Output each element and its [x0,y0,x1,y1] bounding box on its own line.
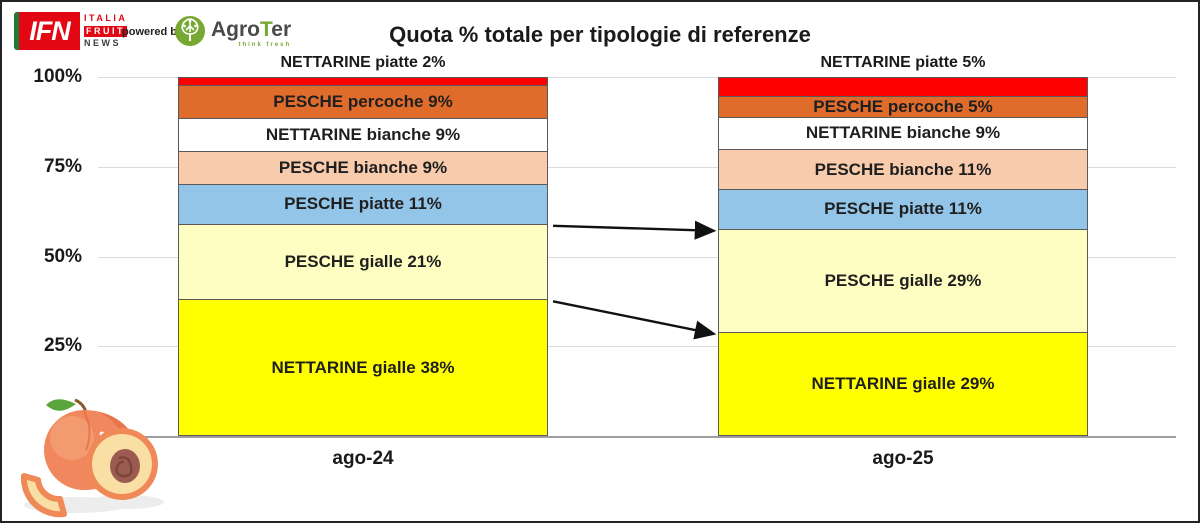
ifn-logo: IFN ITALIA FRUIT NEWS [14,12,128,50]
powered-by-label: powered by [122,26,184,38]
x-axis-line [98,436,1176,438]
agroter-tree-icon [174,15,206,52]
y-axis-tick-label: 25% [43,335,82,357]
gridline [98,166,1176,168]
x-axis-category-label: ago-25 [872,448,934,469]
y-axis-tick-label: 100% [33,66,82,87]
above-bar-label: NETTARINE piatte 2% [280,54,446,71]
bar-segment: NETTARINE gialle 29% [718,331,1088,436]
gridline [98,346,1176,348]
bar-segment: PESCHE percoche 9% [178,85,548,119]
ifn-line-italia: ITALIA [84,13,128,23]
bar-segment: PESCHE gialle 21% [178,223,548,301]
bar-segment: PESCHE piatte 11% [718,189,1088,230]
agroter-name: AgroTer [211,17,292,41]
chart-title: Quota % totale per tipologie di referenz… [389,22,811,47]
agroter-logo: AgroTer think fresh [174,15,291,52]
stacked-bar-ago-24: PESCHE percoche 9% NETTARINE bianche 9% PE… [178,77,548,436]
y-axis-tick-label: 50% [43,245,82,267]
ifn-acronym: IFN [29,15,70,46]
bar-segment [718,77,1088,97]
bar-segment: PESCHE bianche 9% [178,150,548,185]
bar-segment: PESCHE percoche 5% [718,95,1088,118]
bar-segment: PESCHE bianche 11% [718,149,1088,191]
stacked-bar-ago-25: PESCHE percoche 5% NETTARINE bianche 9% PE… [718,77,1088,436]
bar-segment: PESCHE piatte 11% [178,183,548,225]
ifn-line-news: NEWS [84,38,121,48]
peach-illustration-icon [10,390,168,521]
agroter-tagline: think fresh [238,41,292,48]
bar-segment: NETTARINE gialle 38% [178,299,548,436]
ifn-logo-mark: IFN [14,12,80,50]
y-axis-tick-label: 75% [43,155,82,177]
ifn-line-fruit: FRUIT [84,25,128,37]
gridline [98,77,1176,78]
above-bar-label: NETTARINE piatte 5% [820,54,986,71]
bar-segment: NETTARINE bianche 9% [178,118,548,152]
x-axis-category-label: ago-24 [332,448,394,469]
bar-segment: NETTARINE bianche 9% [718,116,1088,151]
bar-segment: PESCHE gialle 29% [718,228,1088,333]
gridline [98,256,1176,258]
ifn-logo-text: ITALIA FRUIT NEWS [80,12,128,50]
